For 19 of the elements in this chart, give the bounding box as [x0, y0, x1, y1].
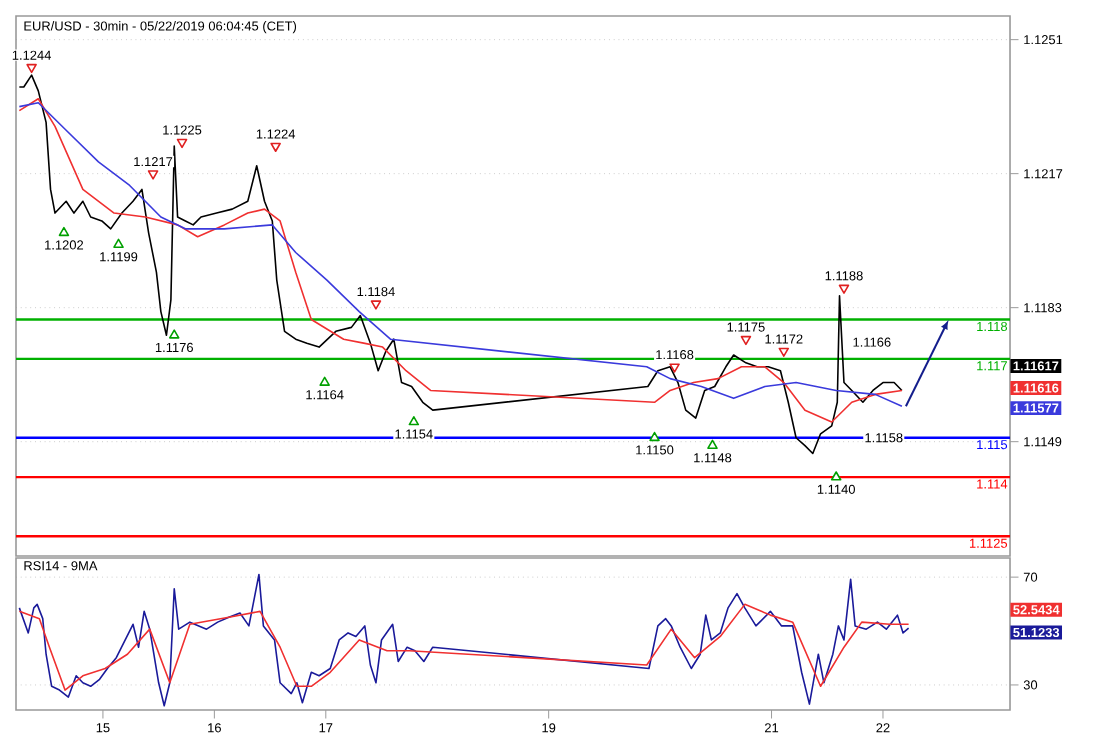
point: [649, 431, 660, 442]
point: [830, 471, 842, 481]
line-series: [18, 573, 910, 707]
point: [26, 63, 37, 74]
line-series: [18, 603, 910, 691]
point: [669, 363, 680, 373]
point: [838, 284, 850, 294]
point: [319, 376, 330, 386]
point: [168, 329, 180, 339]
point: [778, 347, 790, 358]
point: [58, 226, 70, 237]
point: [270, 142, 281, 153]
point: [147, 170, 159, 180]
point: [113, 238, 124, 248]
point: [370, 300, 382, 310]
point: [740, 335, 752, 346]
point: [176, 138, 188, 149]
point: [707, 439, 718, 450]
point: [408, 416, 420, 426]
